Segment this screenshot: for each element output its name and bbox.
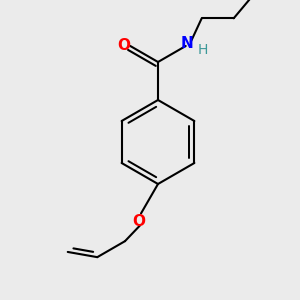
- Text: H: H: [197, 43, 208, 57]
- Text: O: O: [133, 214, 146, 229]
- Text: O: O: [117, 38, 130, 53]
- Text: N: N: [180, 35, 193, 50]
